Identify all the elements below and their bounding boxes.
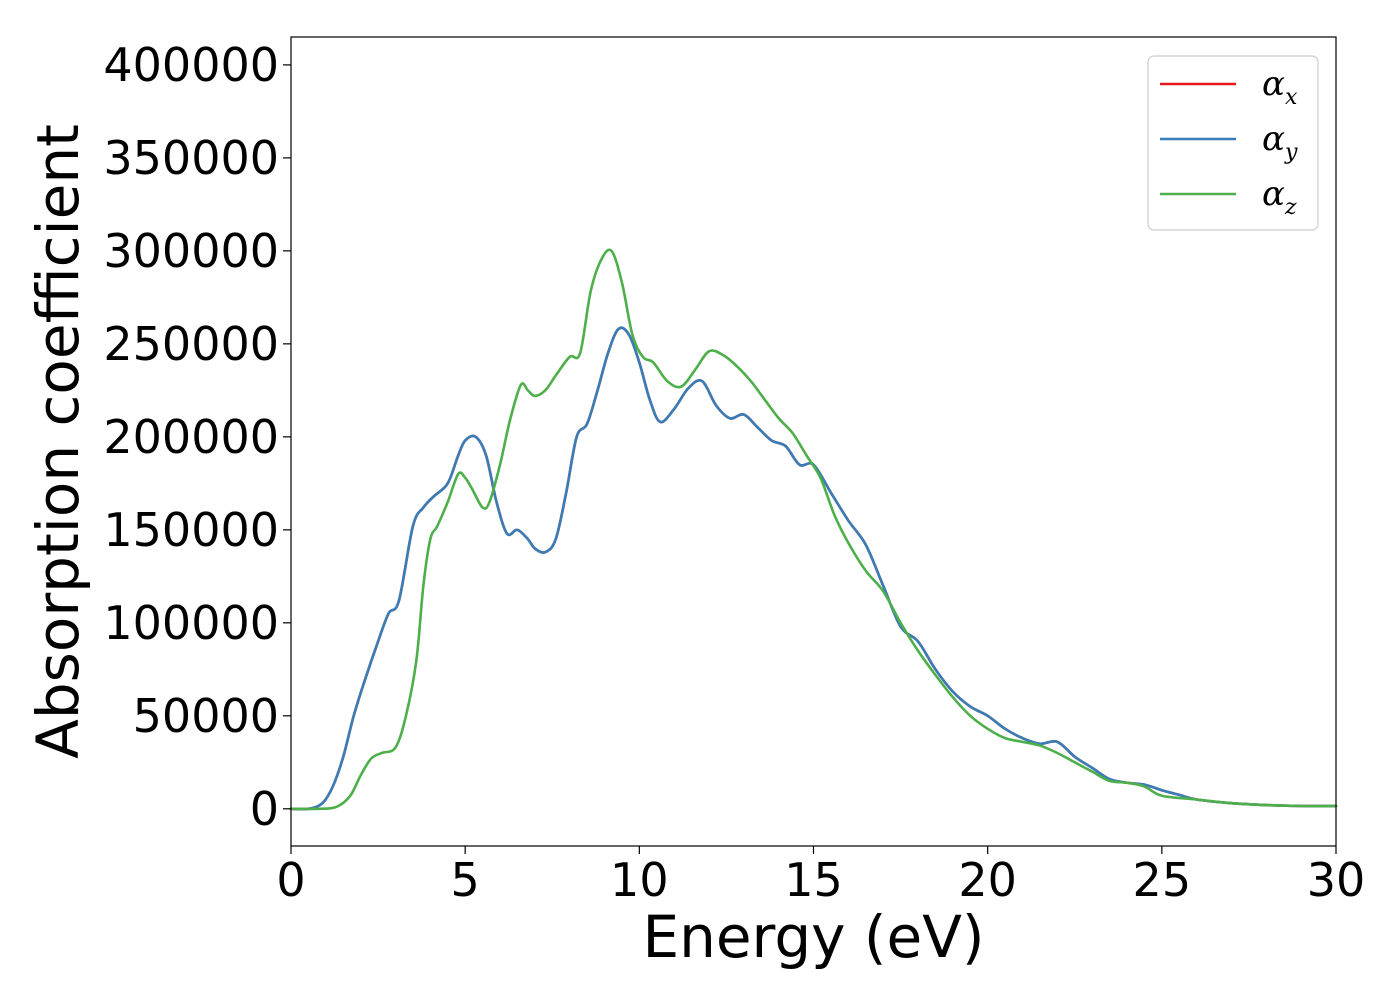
y-tick-label: 350000 xyxy=(103,131,279,185)
x-tick-label: 0 xyxy=(276,853,305,907)
series-layer xyxy=(289,248,1338,811)
series-line-z xyxy=(289,248,1338,811)
legend-subscript: y xyxy=(1284,140,1298,165)
legend-label-z: αz xyxy=(1262,174,1297,220)
x-tick-label: 10 xyxy=(610,853,669,907)
legend-subscript: z xyxy=(1284,195,1297,220)
series-line-x xyxy=(289,326,1338,811)
legend-label-y: αy xyxy=(1262,119,1298,165)
legend-box xyxy=(1147,55,1319,231)
x-tick-label: 20 xyxy=(958,853,1017,907)
y-tick-label: 100000 xyxy=(103,596,279,650)
y-tick-label: 150000 xyxy=(103,503,279,557)
legend-subscript: x xyxy=(1285,85,1298,110)
x-axis-title: Energy (eV) xyxy=(642,903,984,971)
y-tick-label: 0 xyxy=(250,782,279,836)
series-line-y xyxy=(289,326,1338,811)
legend-symbol: α xyxy=(1262,174,1285,214)
y-axis: 0 50000 100000 150000 200000 250000 300000 3500… xyxy=(103,38,291,836)
y-tick-label: 400000 xyxy=(103,38,279,92)
legend-label-x: αx xyxy=(1262,64,1298,110)
x-axis: 0 5 10 15 20 25 30 xyxy=(276,846,1365,907)
y-tick-label: 200000 xyxy=(103,410,279,464)
x-tick-label: 5 xyxy=(451,853,480,907)
x-tick-label: 15 xyxy=(784,853,843,907)
y-tick-label: 250000 xyxy=(103,317,279,371)
legend-symbol: α xyxy=(1262,64,1285,104)
x-tick-label: 30 xyxy=(1307,853,1366,907)
x-tick-label: 25 xyxy=(1133,853,1192,907)
y-tick-label: 50000 xyxy=(133,689,279,743)
y-axis-title: Absorption coefficient xyxy=(24,124,92,759)
legend-symbol: α xyxy=(1262,119,1285,159)
y-tick-label: 300000 xyxy=(103,224,279,278)
